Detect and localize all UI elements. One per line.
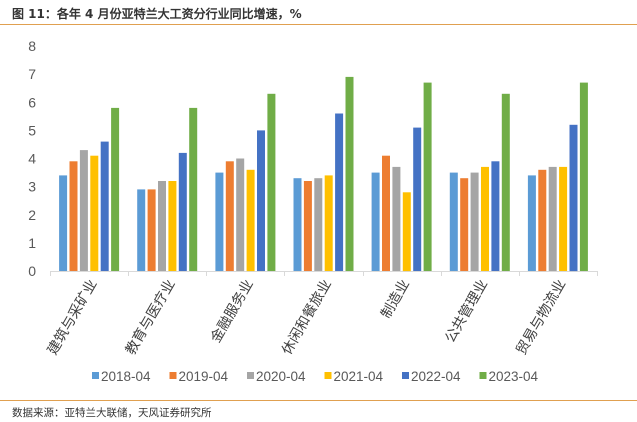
bar-chart: 0 1 2 3 4 5 6 7 8 建筑与采矿业 教育与医疗业 金融服务业 休闲和餐旅业 制造业 公共管理业… [28,38,598,384]
y-tick-label: 1 [28,235,36,251]
source-note: 数据来源：亚特兰大联储，天风证券研究所 [12,407,212,419]
bar-2021-04-4 [402,192,411,272]
bar-2019-04-0 [69,161,78,271]
bar-2021-04-2 [246,169,255,272]
bar-2019-04-1 [147,189,156,271]
bar-2022-04-1 [178,152,187,271]
bar-2023-04-6 [579,82,588,271]
bar-2020-04-6 [548,166,557,271]
legend-swatch-2018-04 [92,372,99,379]
legend-label: 2022-04 [411,369,461,384]
footer-divider [0,400,637,401]
bar-2022-04-6 [569,124,578,272]
bar-2020-04-0 [79,150,88,271]
bar-2020-04-3 [314,178,323,271]
y-tick-label: 0 [28,263,36,279]
legend-label: 2020-04 [256,369,306,384]
bar-2020-04-2 [236,158,245,271]
y-tick-label: 2 [28,207,36,223]
bar-2021-04-0 [90,155,99,271]
bar-2019-04-4 [382,155,390,271]
bar-2023-04-3 [345,76,354,272]
bar-2022-04-5 [491,161,500,271]
bar-2023-04-4 [423,82,432,271]
bar-2022-04-4 [413,127,422,271]
bar-2022-04-2 [257,130,265,271]
bar-2020-04-5 [470,172,479,271]
bar-2018-04-4 [371,172,380,271]
bar-2023-04-5 [501,93,510,271]
x-category-label: 金融服务业 [208,277,257,346]
legend-label: 2023-04 [489,369,539,384]
bar-2019-04-3 [303,181,312,271]
bar-2019-04-2 [225,161,234,271]
x-category-label: 休闲和餐旅业 [279,277,335,358]
legend-swatch-2023-04 [479,372,487,379]
legend-swatch-2021-04 [324,372,332,379]
y-tick-label: 8 [28,38,36,54]
x-category-label: 贸易与物流业 [514,277,570,358]
title-divider [0,24,637,25]
figure-title: 图 11：各年 4 月份亚特兰大工资分行业同比增速，% [12,7,302,21]
y-tick-label: 5 [28,122,36,138]
bar-2018-04-3 [293,178,302,271]
bar-2019-04-6 [538,169,547,272]
bar-2021-04-3 [324,175,333,271]
legend-label: 2018-04 [101,369,151,384]
bar-2023-04-0 [111,107,120,272]
x-category-label: 制造业 [378,277,413,321]
bar-2020-04-4 [392,166,401,271]
legend-label: 2021-04 [334,369,384,384]
bar-2018-04-2 [215,172,224,271]
y-tick-label: 3 [28,179,36,195]
bar-2021-04-5 [481,166,489,271]
x-category-label: 建筑与采矿业 [45,277,101,358]
y-tick-label: 6 [28,94,36,110]
bar-2018-04-6 [527,175,536,271]
legend-swatch-2020-04 [247,372,254,379]
bar-2022-04-0 [100,141,109,271]
bar-2021-04-1 [168,181,177,271]
legend-swatch-2019-04 [169,372,177,379]
legend-swatch-2022-04 [402,372,409,379]
bar-2020-04-1 [158,181,166,271]
bar-2018-04-1 [137,189,146,271]
bar-2023-04-1 [189,107,198,272]
y-tick-label: 4 [28,151,36,167]
x-category-label: 教育与医疗业 [123,277,179,358]
bar-2018-04-0 [59,175,68,271]
bar-2018-04-5 [449,172,458,271]
legend-label: 2019-04 [179,369,229,384]
bar-2021-04-6 [559,166,568,271]
bar-2023-04-2 [267,93,276,271]
bar-2019-04-5 [460,178,469,271]
x-category-label: 公共管理业 [442,277,491,346]
y-tick-label: 7 [28,66,36,82]
bar-2022-04-3 [335,113,344,271]
